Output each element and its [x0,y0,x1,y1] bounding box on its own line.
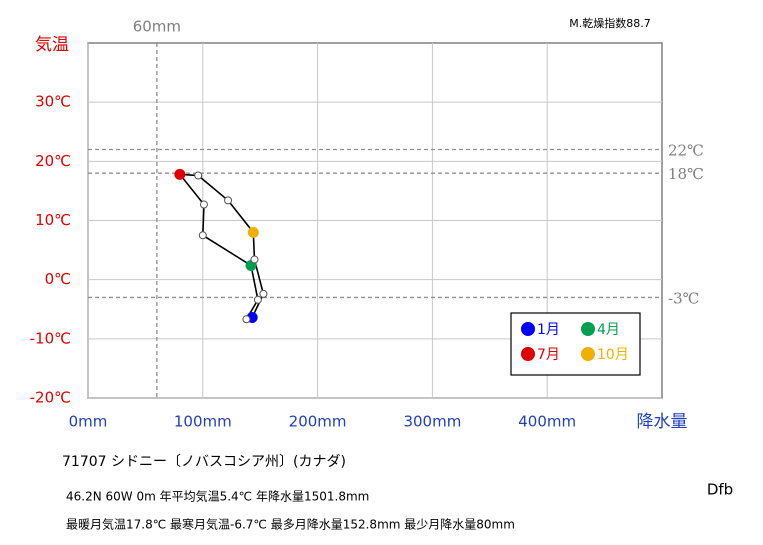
month-point [242,315,251,324]
reference-label: -3℃ [668,289,699,307]
y-tick-label: -10℃ [30,329,71,347]
reference-label: 18℃ [668,165,704,183]
legend-label: 7月 [537,347,560,363]
y-axis-label: 気温 [35,35,69,55]
month-point [194,171,203,180]
legend-label: 10月 [597,347,629,363]
y-tick-label: 0℃ [45,270,71,288]
legend-marker [581,347,595,361]
legend-marker [521,347,535,361]
legend-box [510,312,641,376]
y-tick-label: -20℃ [30,389,71,407]
info-line: 最暖月気温17.8℃ 最寒月気温-6.7℃ 最多月降水量152.8mm 最少月降… [66,517,515,532]
reference-label: 22℃ [668,142,704,160]
y-tick-label: 30℃ [35,93,71,111]
legend-label: 1月 [537,322,560,338]
station-name: 71707 シドニー〔ノバスコシア州〕(カナダ) [62,454,346,470]
x-tick-label: 100mm [174,413,232,431]
month-point [174,168,186,180]
month-point [247,226,259,238]
legend-marker [521,322,535,336]
month-point [250,255,259,264]
x-tick-label: 400mm [518,413,576,431]
month-point [199,200,208,209]
x-tick-label: 0mm [69,413,108,431]
legend-marker [581,322,595,336]
y-tick-label: 10℃ [35,211,71,229]
x-tick-label: 300mm [403,413,461,431]
x-axis-label: 降水量 [637,412,688,432]
legend-label: 4月 [597,322,620,338]
reference-label: 60mm [133,18,181,36]
info-line: 46.2N 60W 0m 年平均気温5.4℃ 年降水量1501.8mm [66,489,369,504]
dryness-index: M.乾燥指数88.7 [569,16,650,30]
month-point [253,295,262,304]
x-tick-label: 200mm [289,413,347,431]
month-point [224,196,233,205]
climate-class: Dfb [707,481,733,499]
month-point [259,289,268,298]
month-point [198,231,207,240]
y-tick-label: 20℃ [35,152,71,170]
